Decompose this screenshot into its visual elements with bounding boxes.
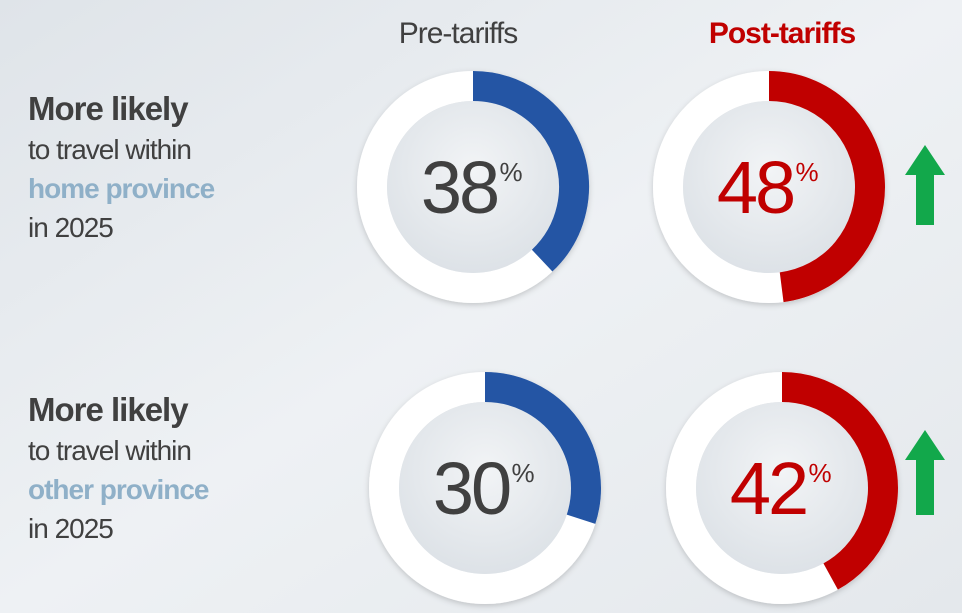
value-label: 42 xyxy=(730,447,806,530)
increase-arrow xyxy=(905,430,945,515)
value-unit: % xyxy=(808,458,831,488)
value-label: 48 xyxy=(717,146,793,229)
donut-hole xyxy=(387,101,559,273)
value-unit: % xyxy=(511,458,534,488)
value-unit: % xyxy=(795,157,818,187)
value-label: 38 xyxy=(421,146,497,229)
row-label: More likely xyxy=(28,90,189,127)
row-label: other province xyxy=(28,474,209,505)
value-label: 30 xyxy=(433,447,510,530)
row-label: in 2025 xyxy=(28,212,113,243)
donut-arc xyxy=(781,372,898,590)
column-header: Post-tariffs xyxy=(709,17,856,50)
row-label: More likely xyxy=(28,391,189,428)
value-unit: % xyxy=(499,157,522,187)
row-label: to travel within xyxy=(28,435,191,466)
row-label: home province xyxy=(28,173,215,204)
donut-arc xyxy=(768,71,885,303)
increase-arrow xyxy=(905,145,945,225)
donut-arc xyxy=(484,372,601,524)
row-label: in 2025 xyxy=(28,513,113,544)
donut-hole xyxy=(399,402,571,574)
column-header: Pre-tariffs xyxy=(399,17,517,50)
donut-arc xyxy=(472,71,589,272)
donut-hole xyxy=(696,402,868,574)
row-label: to travel within xyxy=(28,134,191,165)
donut-hole xyxy=(683,101,855,273)
